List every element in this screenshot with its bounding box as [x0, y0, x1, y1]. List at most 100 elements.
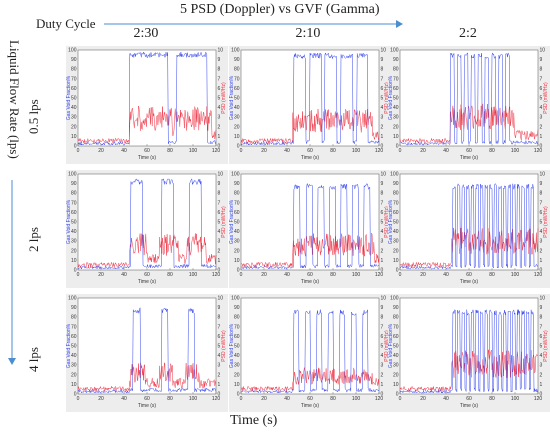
y-right-tick-label: 7: [218, 324, 221, 330]
x-tick-label: 120: [375, 396, 384, 402]
chart-panel: 0 20 40 60 80 100 120 0 10 20 30 40 50 60 70 80 90 100 0 1 2…: [66, 170, 228, 288]
y-left-tick-label: 30: [234, 363, 240, 369]
panel-y-left-label: Gas Void Fraction%: [66, 199, 72, 244]
x-tick-label: 80: [489, 396, 495, 402]
duty-cycle-arrow: [104, 20, 403, 28]
panel-x-label: Time (s): [460, 155, 478, 161]
y-right-tick-label: 6: [218, 210, 221, 216]
series-gvf-line: [399, 51, 538, 146]
y-right-tick-label: 8: [540, 67, 543, 73]
y-right-tick-label: 4: [218, 353, 221, 359]
y-right-tick-label: 5: [381, 344, 384, 350]
y-right-tick-label: 6: [218, 86, 221, 92]
x-tick-label: 40: [284, 272, 290, 278]
y-right-tick-label: 8: [218, 315, 221, 321]
x-tick-label: 100: [352, 272, 361, 278]
y-left-tick-label: 30: [71, 115, 77, 121]
y-left-tick-label: 10: [393, 382, 399, 388]
y-left-tick-label: 0: [396, 144, 399, 150]
y-right-tick-label: 10: [218, 48, 224, 54]
y-right-tick-label: 4: [381, 353, 384, 359]
y-right-tick-label: 3: [218, 115, 221, 121]
y-right-tick-label: 5: [540, 344, 543, 350]
x-tick-label: 0: [399, 396, 402, 402]
y-left-tick-label: 40: [393, 105, 399, 111]
y-left-tick-label: 10: [71, 134, 77, 140]
column-header-3: 2:2: [459, 26, 477, 41]
y-right-tick-label: 8: [381, 315, 384, 321]
y-right-tick-label: 3: [381, 115, 384, 121]
y-left-tick-label: 100: [68, 48, 77, 54]
x-tick-label: 60: [144, 396, 150, 402]
x-tick-label: 60: [144, 272, 150, 278]
panel-x-label: Time (s): [138, 403, 156, 409]
y-left-tick-label: 70: [234, 76, 240, 82]
chart-panel: 0 20 40 60 80 100 120 0 10 20 30 40 50 60 70 80 90 100 0 1 2…: [388, 46, 550, 164]
panel-y-right-label: PSD (mW/Hz): [221, 82, 227, 114]
y-left-tick-label: 30: [234, 239, 240, 245]
y-left-tick-label: 100: [390, 172, 399, 178]
y-right-tick-label: 3: [218, 239, 221, 245]
y-right-tick-label: 8: [218, 191, 221, 197]
y-right-tick-label: 3: [381, 363, 384, 369]
x-tick-label: 100: [352, 148, 361, 154]
x-tick-label: 100: [189, 272, 198, 278]
panel-plot: 0 20 40 60 80 100 1200102030405060708090100012…: [388, 296, 549, 410]
panel-y-left-label: Gas Void Fraction%: [229, 75, 235, 120]
y-left-tick-label: 0: [74, 268, 77, 274]
y-right-tick-label: 0: [540, 392, 543, 398]
x-tick-label: 0: [77, 148, 80, 154]
y-right-tick-label: 2: [381, 372, 384, 378]
y-left-tick-label: 50: [234, 96, 240, 102]
y-right-tick-label: 4: [381, 229, 384, 235]
y-left-tick-label: 0: [396, 268, 399, 274]
chart-panel: 0 20 40 60 80 100 120 0 10 20 30 40 50 60 70 80 90 100 0 1 2…: [229, 46, 391, 164]
y-left-tick-label: 10: [393, 134, 399, 140]
y-right-tick-label: 10: [540, 172, 546, 178]
chart-panel: 0 20 40 60 80 100 120 0 10 20 30 40 50 60 70 80 90 100 0 1 2…: [66, 294, 228, 412]
x-tick-label: 60: [307, 272, 313, 278]
y-left-tick-label: 0: [74, 392, 77, 398]
y-left-tick-label: 10: [234, 382, 240, 388]
panel-y-left-label: Gas Void Fraction%: [229, 323, 235, 368]
y-left-tick-label: 10: [393, 258, 399, 264]
y-right-tick-label: 6: [381, 210, 384, 216]
x-tick-label: 120: [375, 272, 384, 278]
x-tick-label: 20: [420, 148, 426, 154]
y-left-tick-label: 100: [231, 172, 240, 178]
y-left-tick-label: 90: [234, 305, 240, 311]
y-left-tick-label: 0: [396, 392, 399, 398]
liquid-flow-arrow: [8, 180, 16, 365]
x-tick-label: 0: [399, 272, 402, 278]
y-right-tick-label: 7: [381, 76, 384, 82]
y-right-tick-label: 2: [218, 248, 221, 254]
x-tick-label: 20: [420, 396, 426, 402]
x-tick-label: 40: [284, 148, 290, 154]
y-left-tick-label: 80: [234, 67, 240, 73]
y-right-tick-label: 6: [381, 86, 384, 92]
y-left-tick-label: 80: [393, 191, 399, 197]
x-tick-label: 60: [307, 396, 313, 402]
y-right-tick-label: 3: [218, 363, 221, 369]
duty-cycle-label: Duty Cycle: [36, 16, 96, 31]
y-right-tick-label: 10: [218, 296, 224, 302]
y-right-tick-label: 6: [381, 334, 384, 340]
y-left-tick-label: 60: [393, 86, 399, 92]
y-right-tick-label: 1: [218, 134, 221, 140]
panel-plot: 0 20 40 60 80 100 1200102030405060708090100012…: [388, 48, 549, 162]
y-right-tick-label: 8: [540, 315, 543, 321]
panel-y-left-label: Gas Void Fraction%: [229, 199, 235, 244]
series-psd-line: [399, 103, 539, 144]
y-left-tick-label: 50: [393, 220, 399, 226]
y-right-tick-label: 10: [540, 48, 546, 54]
row-label-1: 0.5 lps: [26, 99, 41, 134]
y-left-tick-label: 90: [71, 305, 77, 311]
y-right-tick-label: 8: [218, 67, 221, 73]
panel-y-right-label: PSD (mW/Hz): [384, 330, 390, 362]
y-right-tick-label: 5: [540, 220, 543, 226]
panel-plot: 0 20 40 60 80 100 1200102030405060708090100012…: [229, 48, 390, 162]
y-left-tick-label: 10: [234, 134, 240, 140]
y-right-tick-label: 0: [381, 392, 384, 398]
x-tick-label: 20: [98, 396, 104, 402]
x-tick-label: 40: [121, 148, 127, 154]
